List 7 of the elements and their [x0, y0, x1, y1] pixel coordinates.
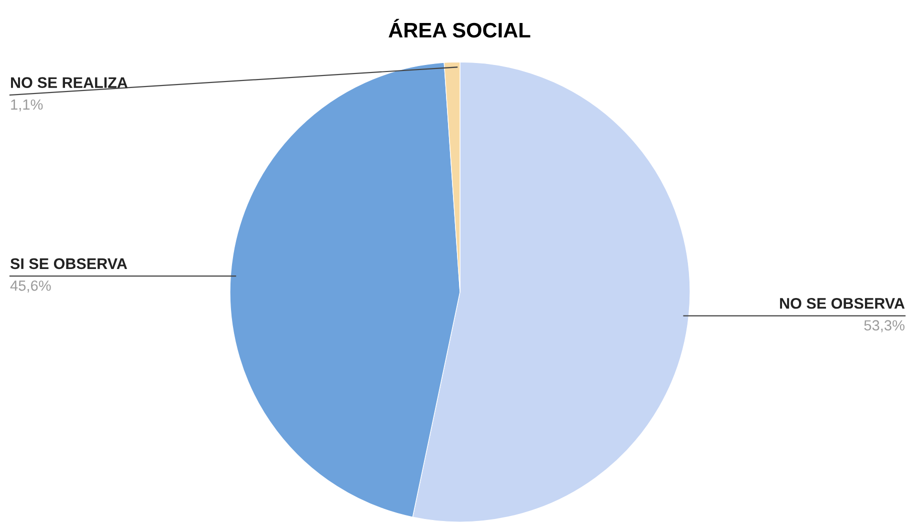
- data-label: 53,3%: [864, 320, 904, 332]
- slice-label: NO SE REALIZA: [11, 77, 128, 88]
- slice-label: NO SE OBSERVA: [780, 298, 905, 309]
- slice-label: SI SE OBSERVA: [10, 258, 128, 270]
- data-label: 45,6%: [10, 280, 51, 293]
- data-label: 1,1%: [11, 99, 43, 112]
- chart-title: ÁREA SOCIAL: [388, 18, 530, 38]
